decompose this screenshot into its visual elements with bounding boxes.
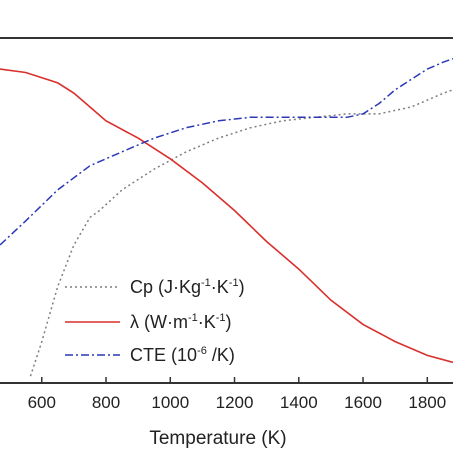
- legend-label-part: -6: [197, 345, 207, 357]
- legend-label-part: -1: [201, 277, 211, 289]
- legend-label-0: Cp (J·Kg-1·K-1): [130, 277, 245, 297]
- legend-label-part: Cp (J·Kg: [130, 277, 201, 297]
- legend-label-part: -1: [229, 277, 239, 289]
- x-tick-label: 1200: [216, 393, 254, 412]
- x-axis-title: Temperature (K): [149, 428, 286, 449]
- x-tick-label: 600: [28, 393, 56, 412]
- legend-label-1: λ (W·m-1·K-1): [130, 312, 232, 332]
- legend-label-part: λ (W·m: [130, 312, 188, 332]
- series-line-2: [0, 57, 453, 246]
- legend-label-part: ): [226, 312, 232, 332]
- series-layer: [0, 57, 453, 377]
- legend: Cp (J·Kg-1·K-1)λ (W·m-1·K-1)CTE (10-6 /K…: [65, 277, 245, 365]
- x-tick-label: 1600: [344, 393, 382, 412]
- legend-label-part: -1: [216, 312, 226, 324]
- x-axis-ticks: 600 800 1000 1200 1400 1600 1800: [28, 377, 446, 412]
- legend-label-part: ): [239, 277, 245, 297]
- legend-label-part: /K): [207, 345, 235, 365]
- legend-label-part: CTE (10: [130, 345, 197, 365]
- x-tick-label: 1000: [151, 393, 189, 412]
- x-tick-label: 1400: [280, 393, 318, 412]
- x-tick-label: 800: [92, 393, 120, 412]
- x-tick-label: 1800: [408, 393, 446, 412]
- legend-label-2: CTE (10-6 /K): [130, 345, 235, 365]
- series-line-1: [0, 68, 453, 364]
- legend-label-part: ·K: [211, 277, 229, 297]
- series-line-0: [29, 89, 453, 377]
- legend-label-part: ·K: [198, 312, 216, 332]
- legend-label-part: -1: [188, 312, 198, 324]
